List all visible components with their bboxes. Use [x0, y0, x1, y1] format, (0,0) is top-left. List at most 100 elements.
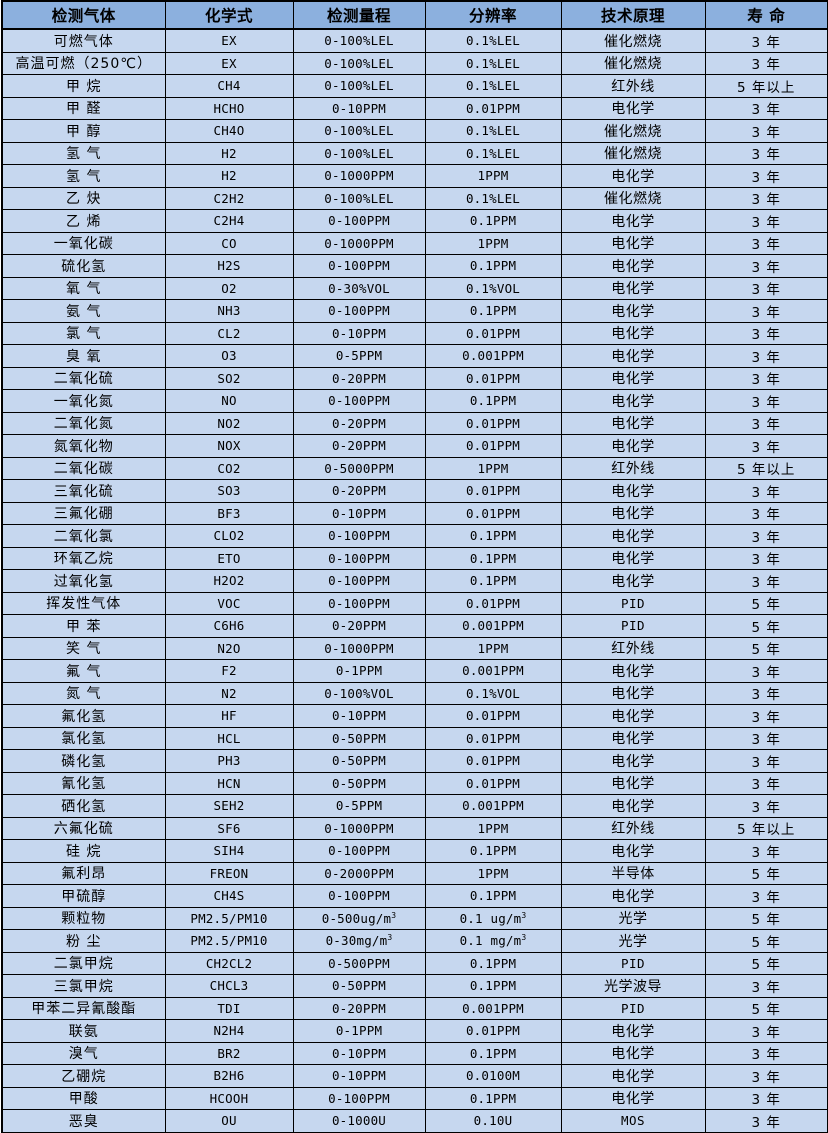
cell-resolution: 0.01PPM — [424, 321, 562, 345]
table-row[interactable]: 笑 气 N2O 0-1000PPM 1PPM 红外线 5 年 — [1, 636, 828, 660]
table-row[interactable]: 乙 炔 C2H2 0-100%LEL 0.1%LEL 催化燃烧 3 年 — [1, 186, 828, 210]
table-row[interactable]: 甲苯二异氰酸酯 TDI 0-20PPM 0.001PPM PID 5 年 — [1, 996, 828, 1020]
cell-detection-range: 0-20PPM — [292, 479, 426, 503]
cell-detection-range: 0-20PPM — [292, 411, 426, 435]
table-row[interactable]: 氯化氢 HCL 0-50PPM 0.01PPM 电化学 3 年 — [1, 726, 828, 750]
table-row[interactable]: 甲硫醇 CH4S 0-100PPM 0.1PPM 电化学 3 年 — [1, 884, 828, 908]
cell-technology: 电化学 — [560, 434, 706, 458]
table-row[interactable]: 氟化氢 HF 0-10PPM 0.01PPM 电化学 3 年 — [1, 704, 828, 728]
cell-gas-name: 氯 气 — [1, 321, 166, 345]
table-row[interactable]: 甲 醇 CH4O 0-100%LEL 0.1%LEL 催化燃烧 3 年 — [1, 119, 828, 143]
cell-resolution: 0.1PPM — [424, 389, 562, 413]
cell-lifespan: 3 年 — [704, 704, 828, 728]
cell-technology: 光学 — [560, 906, 706, 930]
table-row[interactable]: 甲酸 HCOOH 0-100PPM 0.1PPM 电化学 3 年 — [1, 1086, 828, 1110]
table-row[interactable]: 环氧乙烷 ETO 0-100PPM 0.1PPM 电化学 3 年 — [1, 546, 828, 570]
table-row[interactable]: 氮 气 N2 0-100%VOL 0.1%VOL 电化学 3 年 — [1, 681, 828, 705]
cell-resolution: 0.01PPM — [424, 704, 562, 728]
column-header-chemical-formula[interactable]: 化学式 — [164, 0, 294, 30]
column-header-resolution[interactable]: 分辨率 — [424, 0, 562, 30]
cell-gas-name: 氟 气 — [1, 659, 166, 683]
table-row[interactable]: 高温可燃（250℃） EX 0-100%LEL 0.1%LEL 催化燃烧 3 年 — [1, 51, 828, 75]
table-body: 可燃气体 EX 0-100%LEL 0.1%LEL 催化燃烧 3 年高温可燃（250℃） E… — [1, 28, 828, 1133]
cell-detection-range: 0-10PPM — [292, 704, 426, 728]
table-row[interactable]: 二氧化硫 SO2 0-20PPM 0.01PPM 电化学 3 年 — [1, 366, 828, 390]
column-header-gas-name[interactable]: 检测气体 — [1, 0, 166, 30]
cell-technology: MOS — [560, 1109, 706, 1133]
table-row[interactable]: 硫化氢 H2S 0-100PPM 0.1PPM 电化学 3 年 — [1, 254, 828, 278]
cell-detection-range: 0-100PPM — [292, 254, 426, 278]
cell-lifespan: 3 年 — [704, 119, 828, 143]
cell-technology: 电化学 — [560, 389, 706, 413]
table-row[interactable]: 挥发性气体 VOC 0-100PPM 0.01PPM PID 5 年 — [1, 591, 828, 615]
table-row[interactable]: 甲 醛 HCHO 0-10PPM 0.01PPM 电化学 3 年 — [1, 96, 828, 120]
cell-gas-name: 乙 烯 — [1, 209, 166, 233]
table-row[interactable]: 颗粒物 PM2.5/PM10 0-500ug/m3 0.1 ug/m3 光学 5 年 — [1, 906, 828, 930]
table-row[interactable]: 恶臭 OU 0-1000U 0.10U MOS 3 年 — [1, 1109, 828, 1133]
cell-chemical-formula: TDI — [164, 996, 294, 1020]
table-row[interactable]: 可燃气体 EX 0-100%LEL 0.1%LEL 催化燃烧 3 年 — [1, 28, 828, 53]
table-row[interactable]: 三氯甲烷 CHCL3 0-50PPM 0.1PPM 光学波导 3 年 — [1, 974, 828, 998]
cell-technology: PID — [560, 614, 706, 638]
cell-lifespan: 3 年 — [704, 299, 828, 323]
cell-detection-range: 0-1000PPM — [292, 816, 426, 840]
table-row[interactable]: 过氧化氢 H2O2 0-100PPM 0.1PPM 电化学 3 年 — [1, 569, 828, 593]
cell-gas-name: 硒化氢 — [1, 794, 166, 818]
table-row[interactable]: 二氧化氮 NO2 0-20PPM 0.01PPM 电化学 3 年 — [1, 411, 828, 435]
table-row[interactable]: 溴气 BR2 0-10PPM 0.1PPM 电化学 3 年 — [1, 1041, 828, 1065]
table-row[interactable]: 六氟化硫 SF6 0-1000PPM 1PPM 红外线 5 年以上 — [1, 816, 828, 840]
table-row[interactable]: 二氧化氯 CLO2 0-100PPM 0.1PPM 电化学 3 年 — [1, 524, 828, 548]
cell-chemical-formula: CH4S — [164, 884, 294, 908]
cell-chemical-formula: SIH4 — [164, 839, 294, 863]
table-row[interactable]: 磷化氢 PH3 0-50PPM 0.01PPM 电化学 3 年 — [1, 749, 828, 773]
cell-gas-name: 臭 氧 — [1, 344, 166, 368]
cell-detection-range: 0-100%LEL — [292, 119, 426, 143]
cell-detection-range: 0-1PPM — [292, 659, 426, 683]
column-header-technology[interactable]: 技术原理 — [560, 0, 706, 30]
cell-chemical-formula: EX — [164, 28, 294, 53]
table-row[interactable]: 三氧化硫 SO3 0-20PPM 0.01PPM 电化学 3 年 — [1, 479, 828, 503]
table-row[interactable]: 乙 烯 C2H4 0-100PPM 0.1PPM 电化学 3 年 — [1, 209, 828, 233]
cell-gas-name: 三氯甲烷 — [1, 974, 166, 998]
table-row[interactable]: 甲 苯 C6H6 0-20PPM 0.001PPM PID 5 年 — [1, 614, 828, 638]
cell-chemical-formula: PM2.5/PM10 — [164, 906, 294, 930]
table-row[interactable]: 氮氧化物 NOX 0-20PPM 0.01PPM 电化学 3 年 — [1, 434, 828, 458]
table-row[interactable]: 乙硼烷 B2H6 0-10PPM 0.0100M 电化学 3 年 — [1, 1064, 828, 1088]
cell-gas-name: 氨 气 — [1, 299, 166, 323]
cell-detection-range: 0-20PPM — [292, 996, 426, 1020]
cell-resolution: 0.1PPM — [424, 974, 562, 998]
cell-gas-name: 乙 炔 — [1, 186, 166, 210]
column-header-lifespan[interactable]: 寿 命 — [704, 0, 828, 30]
cell-detection-range: 0-50PPM — [292, 771, 426, 795]
cell-lifespan: 5 年 — [704, 929, 828, 953]
column-header-detection-range[interactable]: 检测量程 — [292, 0, 426, 30]
cell-lifespan: 3 年 — [704, 749, 828, 773]
cell-gas-name: 二氧化氮 — [1, 411, 166, 435]
table-row[interactable]: 硅 烷 SIH4 0-100PPM 0.1PPM 电化学 3 年 — [1, 839, 828, 863]
cell-detection-range: 0-100PPM — [292, 299, 426, 323]
cell-gas-name: 氢 气 — [1, 141, 166, 165]
table-row[interactable]: 氰化氢 HCN 0-50PPM 0.01PPM 电化学 3 年 — [1, 771, 828, 795]
cell-detection-range: 0-1000U — [292, 1109, 426, 1133]
table-row[interactable]: 二氧化碳 CO2 0-5000PPM 1PPM 红外线 5 年以上 — [1, 456, 828, 480]
table-row[interactable]: 三氟化硼 BF3 0-10PPM 0.01PPM 电化学 3 年 — [1, 501, 828, 525]
table-row[interactable]: 一氧化氮 NO 0-100PPM 0.1PPM 电化学 3 年 — [1, 389, 828, 413]
table-row[interactable]: 氨 气 NH3 0-100PPM 0.1PPM 电化学 3 年 — [1, 299, 828, 323]
table-row[interactable]: 氟利昂 FREON 0-2000PPM 1PPM 半导体 5 年 — [1, 861, 828, 885]
table-row[interactable]: 氢 气 H2 0-100%LEL 0.1%LEL 催化燃烧 3 年 — [1, 141, 828, 165]
table-row[interactable]: 氧 气 O2 0-30%VOL 0.1%VOL 电化学 3 年 — [1, 276, 828, 300]
table-row[interactable]: 氢 气 H2 0-1000PPM 1PPM 电化学 3 年 — [1, 164, 828, 188]
table-row[interactable]: 氯 气 CL2 0-10PPM 0.01PPM 电化学 3 年 — [1, 321, 828, 345]
cell-lifespan: 3 年 — [704, 1041, 828, 1065]
table-row[interactable]: 一氧化碳 CO 0-1000PPM 1PPM 电化学 3 年 — [1, 231, 828, 255]
table-row[interactable]: 氟 气 F2 0-1PPM 0.001PPM 电化学 3 年 — [1, 659, 828, 683]
table-row[interactable]: 硒化氢 SEH2 0-5PPM 0.001PPM 电化学 3 年 — [1, 794, 828, 818]
table-row[interactable]: 臭 氧 O3 0-5PPM 0.001PPM 电化学 3 年 — [1, 344, 828, 368]
table-row[interactable]: 联氨 N2H4 0-1PPM 0.01PPM 电化学 3 年 — [1, 1019, 828, 1043]
table-row[interactable]: 甲 烷 CH4 0-100%LEL 0.1%LEL 红外线 5 年以上 — [1, 74, 828, 98]
table-row[interactable]: 二氯甲烷 CH2CL2 0-500PPM 0.1PPM PID 5 年 — [1, 951, 828, 975]
table-row[interactable]: 粉 尘 PM2.5/PM10 0-30mg/m3 0.1 mg/m3 光学 5 年 — [1, 929, 828, 953]
cell-detection-range: 0-5PPM — [292, 344, 426, 368]
cell-resolution: 0.01PPM — [424, 96, 562, 120]
cell-technology: 电化学 — [560, 344, 706, 368]
